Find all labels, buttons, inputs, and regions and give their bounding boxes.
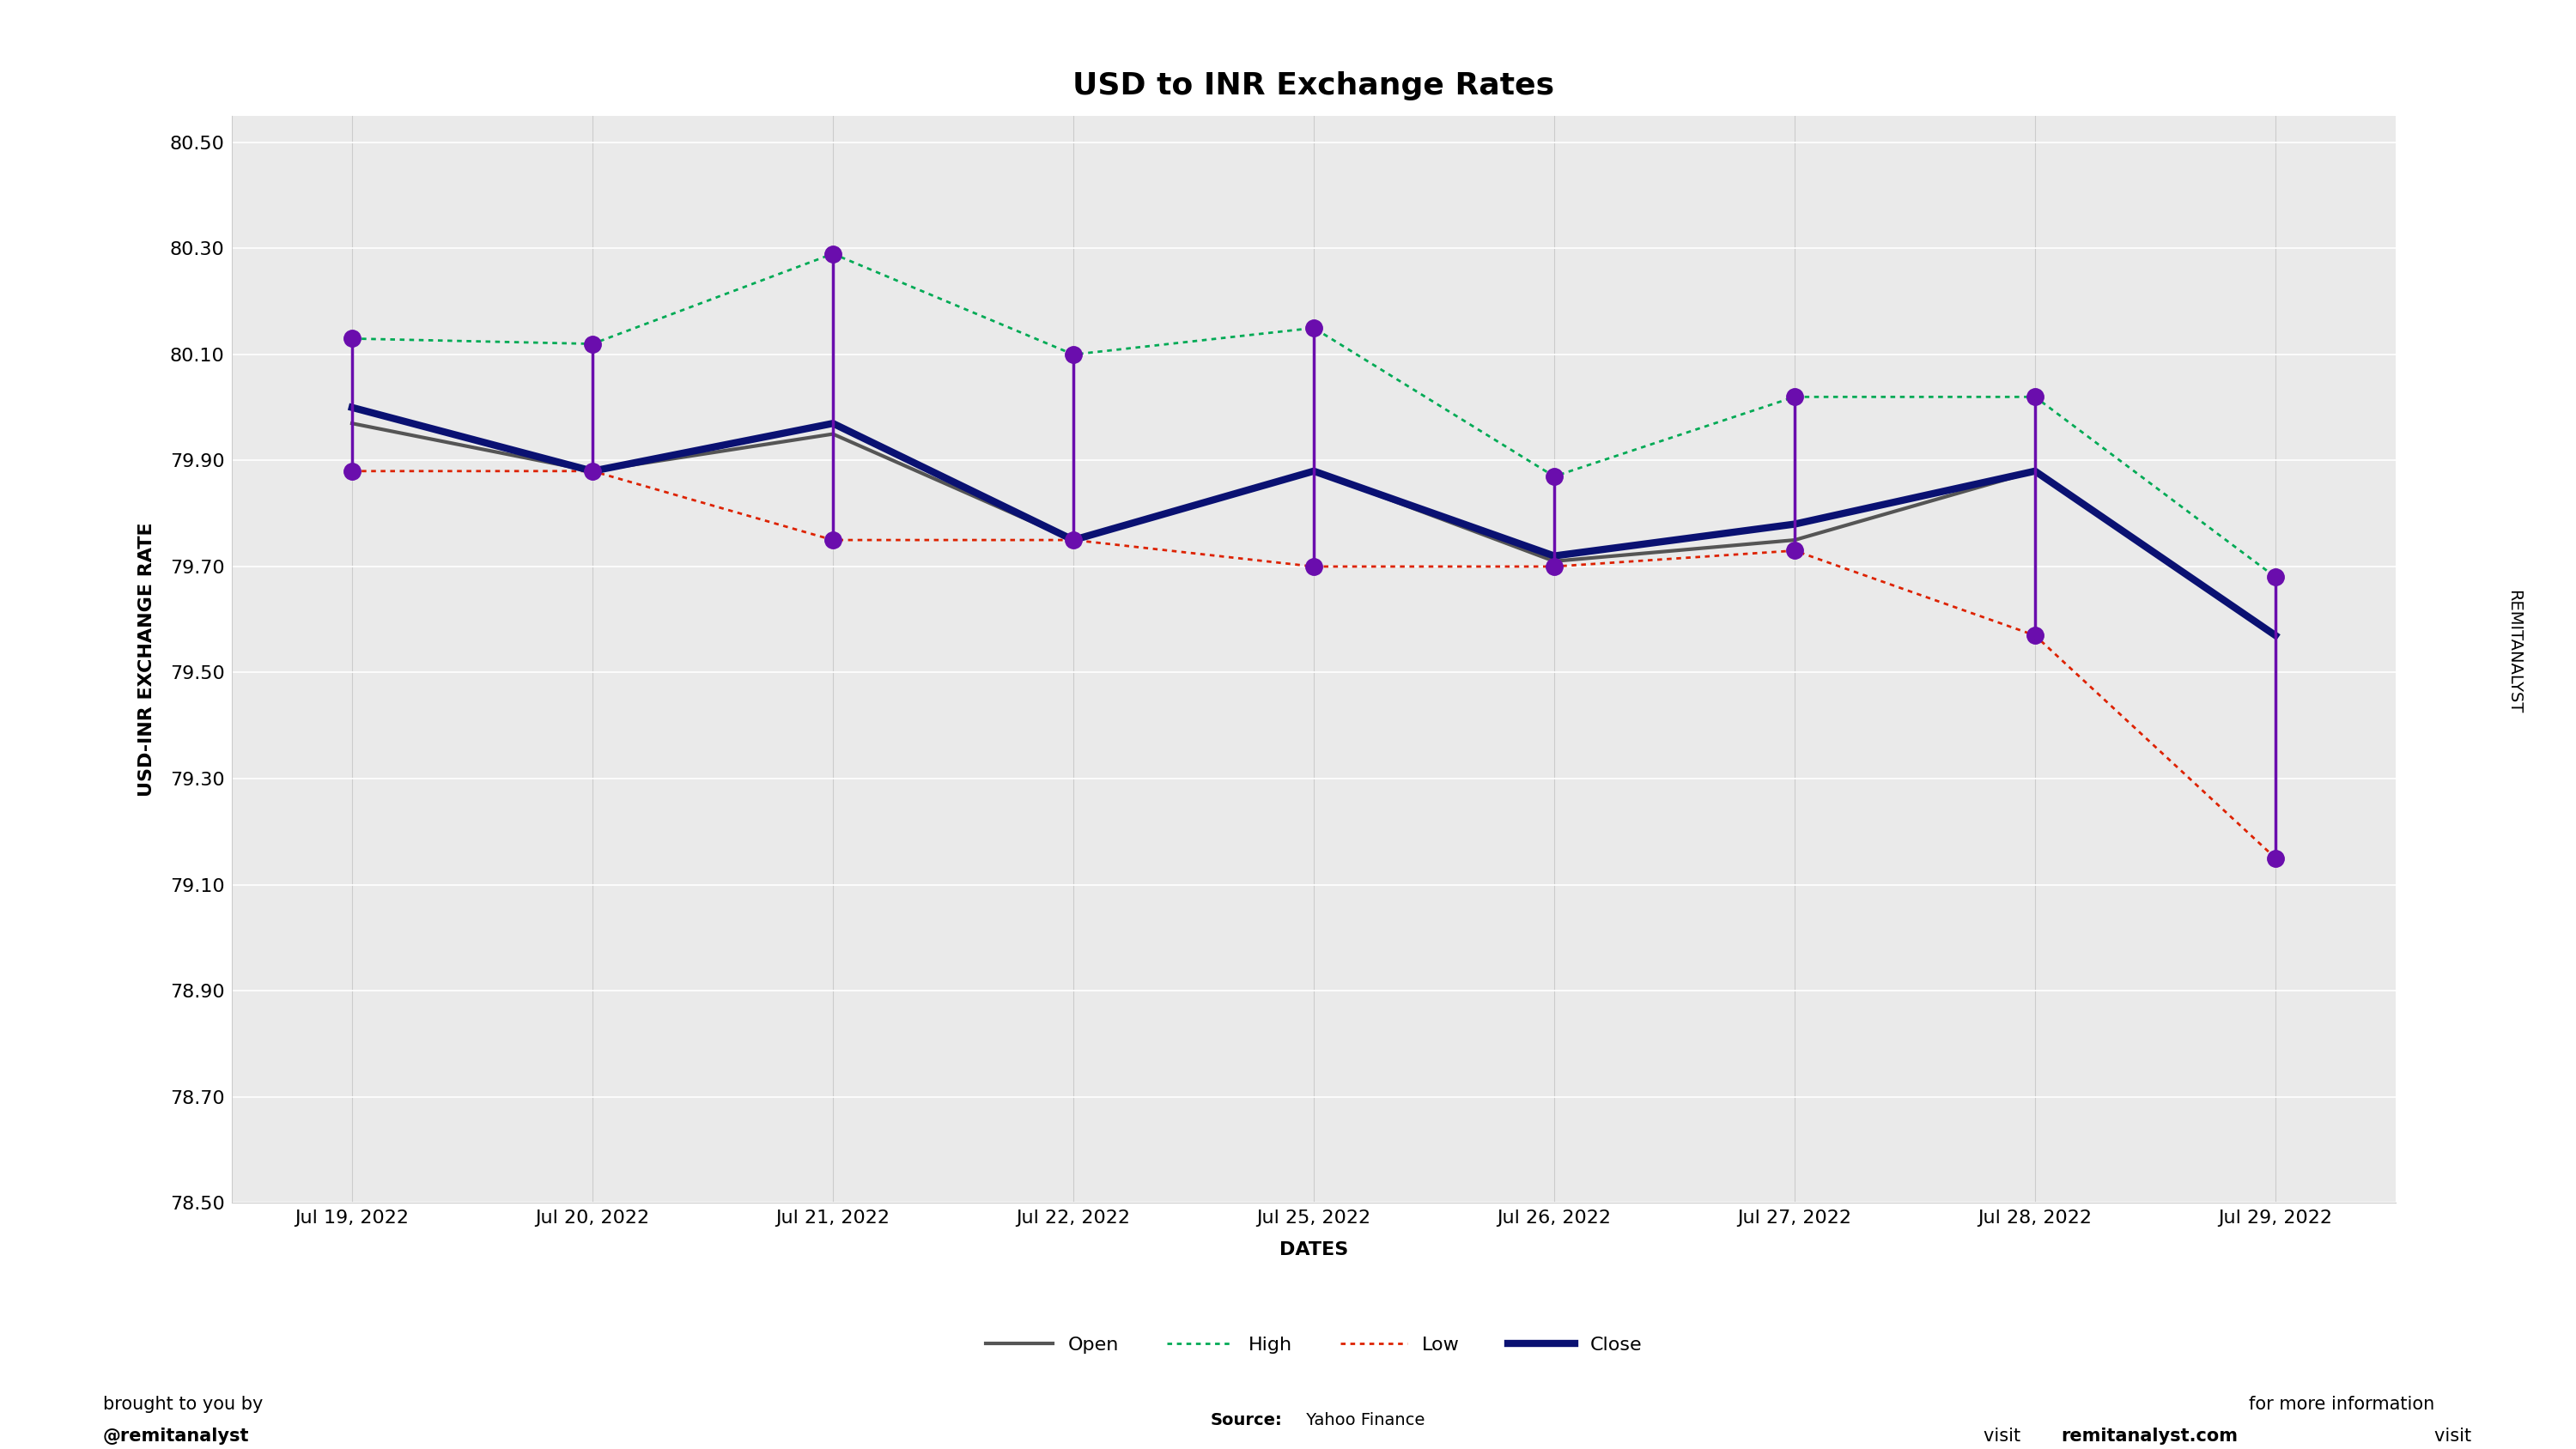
High: [2020, 388, 2050, 406]
Open: [2259, 627, 2290, 645]
Line: Close: Close: [353, 407, 2275, 636]
Text: Yahoo Finance: Yahoo Finance: [1301, 1413, 1425, 1429]
Close: [337, 398, 368, 416]
High: [1059, 346, 1090, 364]
Close: [1780, 516, 1811, 533]
Low: [577, 462, 608, 480]
Text: visit: visit: [1984, 1427, 2027, 1445]
Close: [1538, 548, 1569, 565]
Text: Source:: Source:: [1211, 1413, 1283, 1429]
Title: USD to INR Exchange Rates: USD to INR Exchange Rates: [1072, 71, 1556, 100]
Legend: Open, High, Low, Close: Open, High, Low, Close: [979, 1329, 1649, 1362]
Line: Open: Open: [353, 423, 2275, 636]
Open: [817, 426, 848, 443]
Low: [1780, 542, 1811, 559]
High: [2259, 568, 2290, 585]
Low: [1538, 558, 1569, 575]
Low: [1298, 558, 1329, 575]
Line: Low: Low: [353, 471, 2275, 858]
High: [337, 330, 368, 348]
High: [1780, 388, 1811, 406]
Low: [1059, 532, 1090, 549]
Close: [1298, 462, 1329, 480]
Text: visit: visit: [2434, 1427, 2478, 1445]
X-axis label: DATES: DATES: [1280, 1242, 1347, 1259]
Low: [337, 462, 368, 480]
High: [1298, 319, 1329, 336]
Line: High: High: [353, 254, 2275, 577]
Y-axis label: USD-INR EXCHANGE RATE: USD-INR EXCHANGE RATE: [139, 522, 155, 797]
Low: [2020, 627, 2050, 645]
Open: [2020, 462, 2050, 480]
Open: [1780, 532, 1811, 549]
Text: remitanalyst.com: remitanalyst.com: [2061, 1427, 2239, 1445]
Open: [1059, 532, 1090, 549]
Text: for more information: for more information: [2249, 1395, 2434, 1413]
Close: [1059, 532, 1090, 549]
Close: [2259, 627, 2290, 645]
Text: @remitanalyst: @remitanalyst: [103, 1427, 250, 1445]
Open: [1538, 552, 1569, 569]
Text: REMITANALYST: REMITANALYST: [2506, 590, 2522, 714]
Close: [577, 462, 608, 480]
Open: [337, 414, 368, 432]
Close: [2020, 462, 2050, 480]
Open: [1298, 462, 1329, 480]
Low: [817, 532, 848, 549]
Open: [577, 462, 608, 480]
High: [1538, 468, 1569, 485]
High: [577, 335, 608, 352]
High: [817, 245, 848, 262]
Text: brought to you by: brought to you by: [103, 1395, 263, 1413]
Low: [2259, 849, 2290, 867]
Close: [817, 414, 848, 432]
